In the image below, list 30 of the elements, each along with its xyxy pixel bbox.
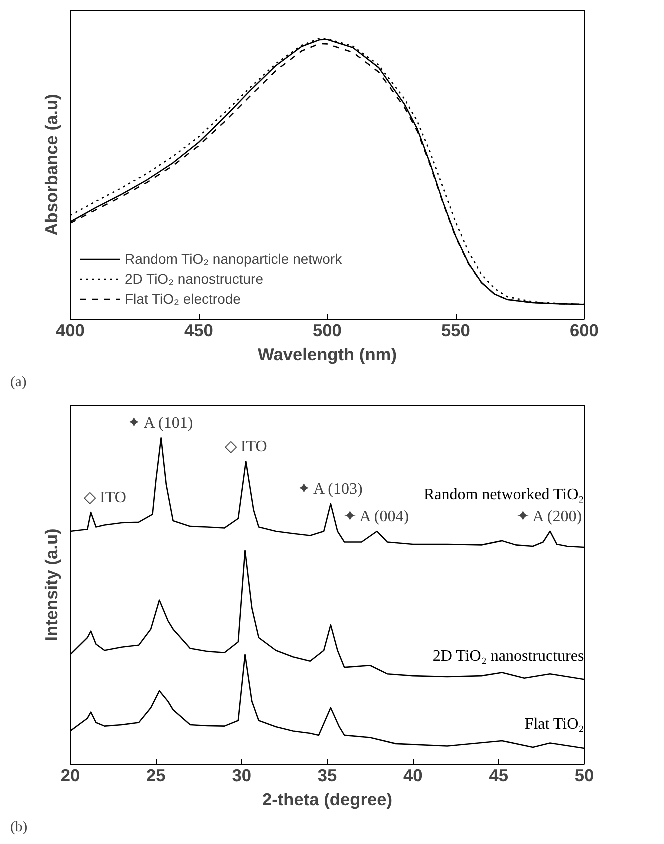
x-tick-label: 35: [318, 766, 338, 786]
annotation: ✦ A (103): [297, 481, 363, 498]
x-tick-label: 45: [489, 766, 509, 786]
y-axis-title: Intensity (a.u): [42, 528, 62, 642]
text: (a): [10, 374, 27, 390]
y-axis-title: Absorbance (a.u): [42, 94, 62, 236]
text: Random networked TiO₂: [424, 486, 584, 504]
x-axis-title: Wavelength (nm): [258, 344, 397, 364]
x-axis-title: 2-theta (degree): [262, 790, 393, 810]
legend-label: Random TiO₂ nanoparticle network: [125, 251, 342, 267]
x-tick-label: 600: [570, 320, 599, 340]
x-tick-label: 450: [184, 320, 214, 340]
text: (b): [10, 820, 28, 836]
x-tick-label: 500: [313, 320, 342, 340]
annotation: ◇ ITO: [224, 438, 268, 456]
legend-label: Flat TiO₂ electrode: [125, 291, 241, 307]
x-tick-label: 20: [60, 766, 80, 786]
x-tick-label: 40: [404, 766, 423, 786]
annotation: ✦ A (200): [516, 508, 582, 526]
annotation: ◇ ITO: [84, 490, 126, 507]
annotation: ✦ A (101): [128, 415, 194, 432]
x-tick-label: 400: [56, 320, 85, 340]
x-tick-label: 25: [146, 766, 166, 786]
x-tick-label: 550: [442, 320, 470, 340]
x-tick-label: 50: [574, 766, 594, 786]
legend-label: 2D TiO₂ nanostructure: [125, 271, 264, 287]
x-tick-label: 30: [232, 766, 252, 786]
annotation: ✦ A (004): [344, 508, 410, 526]
series-label: 2D TiO₂ nanostructures: [432, 648, 584, 665]
series-label: Flat TiO₂: [524, 716, 584, 733]
